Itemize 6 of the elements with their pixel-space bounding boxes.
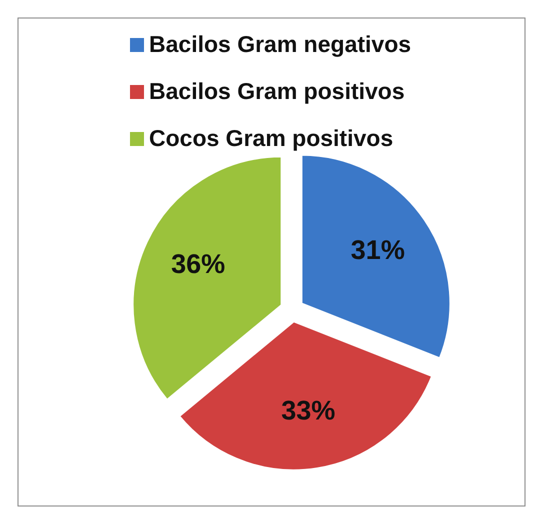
- data-label: 33%: [281, 396, 336, 426]
- legend-label: Bacilos Gram positivos: [149, 78, 405, 104]
- legend-label: Cocos Gram positivos: [149, 125, 394, 152]
- data-label: 36%: [171, 248, 226, 279]
- data-label: 31%: [350, 234, 405, 265]
- legend-label: Bacilos Gram negativos: [149, 31, 412, 58]
